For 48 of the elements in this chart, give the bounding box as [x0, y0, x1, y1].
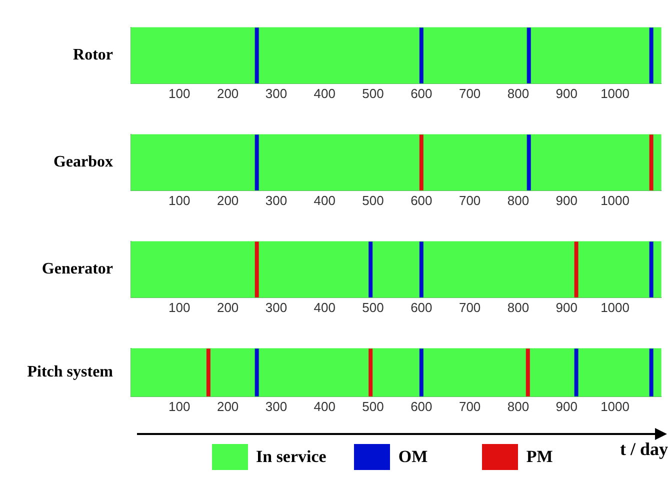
x-tick-label: 100 — [168, 86, 190, 101]
x-tick-label: 700 — [458, 86, 481, 101]
x-tick-label: 100 — [168, 300, 190, 315]
y-tick-label: Rotor — [73, 46, 113, 64]
y-tick-label: Generator — [42, 260, 113, 278]
x-tick-label: 1000 — [600, 398, 630, 414]
x-tick-label: 900 — [556, 300, 578, 315]
x-axis-title: t / day — [620, 439, 668, 460]
x-tick-label: 1000 — [600, 192, 630, 208]
x-tick-label: 400 — [314, 398, 336, 414]
x-tick-label: 500 — [362, 192, 384, 208]
x-tick-label: 600 — [410, 300, 432, 315]
x-tick-label: 1000 — [600, 86, 630, 101]
x-tick-label: 800 — [507, 192, 530, 208]
x-tick-label: 500 — [362, 300, 384, 315]
x-tick-label: 300 — [265, 86, 288, 101]
x-tick-label: 200 — [216, 86, 239, 101]
x-tick-label: 600 — [410, 86, 432, 101]
x-tick-label: 200 — [216, 192, 239, 208]
x-tick-label: 200 — [216, 300, 239, 315]
x-tick-label: 100 — [168, 398, 190, 414]
x-tick-label: 300 — [265, 300, 288, 315]
x-tick-label: 900 — [556, 398, 578, 414]
x-tick-label: 500 — [362, 398, 384, 414]
x-tick-label: 800 — [507, 86, 530, 101]
x-tick-label: 800 — [507, 398, 530, 414]
legend-label: PM — [526, 447, 553, 467]
x-tick-label: 700 — [458, 300, 481, 315]
x-tick-label: 600 — [410, 398, 432, 414]
x-tick-label: 700 — [458, 398, 481, 414]
x-tick-label: 900 — [556, 86, 578, 101]
x-tick-label: 400 — [314, 86, 336, 101]
legend-label: In service — [256, 447, 326, 467]
x-tick-label: 600 — [410, 192, 432, 208]
x-tick-label: 400 — [314, 192, 336, 208]
y-tick-label: Gearbox — [53, 154, 113, 171]
x-tick-label: 200 — [216, 398, 239, 414]
x-tick-label: 500 — [362, 86, 384, 101]
x-tick-label: 300 — [265, 192, 288, 208]
x-tick-label: 800 — [507, 300, 530, 315]
x-tick-label: 900 — [556, 192, 578, 208]
x-tick-label: 1000 — [600, 300, 630, 315]
x-tick-label: 700 — [458, 192, 481, 208]
x-tick-label: 300 — [265, 398, 288, 414]
x-tick-label: 100 — [168, 192, 190, 208]
y-tick-label: Pitch system — [27, 364, 114, 381]
legend-label: OM — [398, 447, 428, 467]
x-tick-label: 400 — [314, 300, 336, 315]
